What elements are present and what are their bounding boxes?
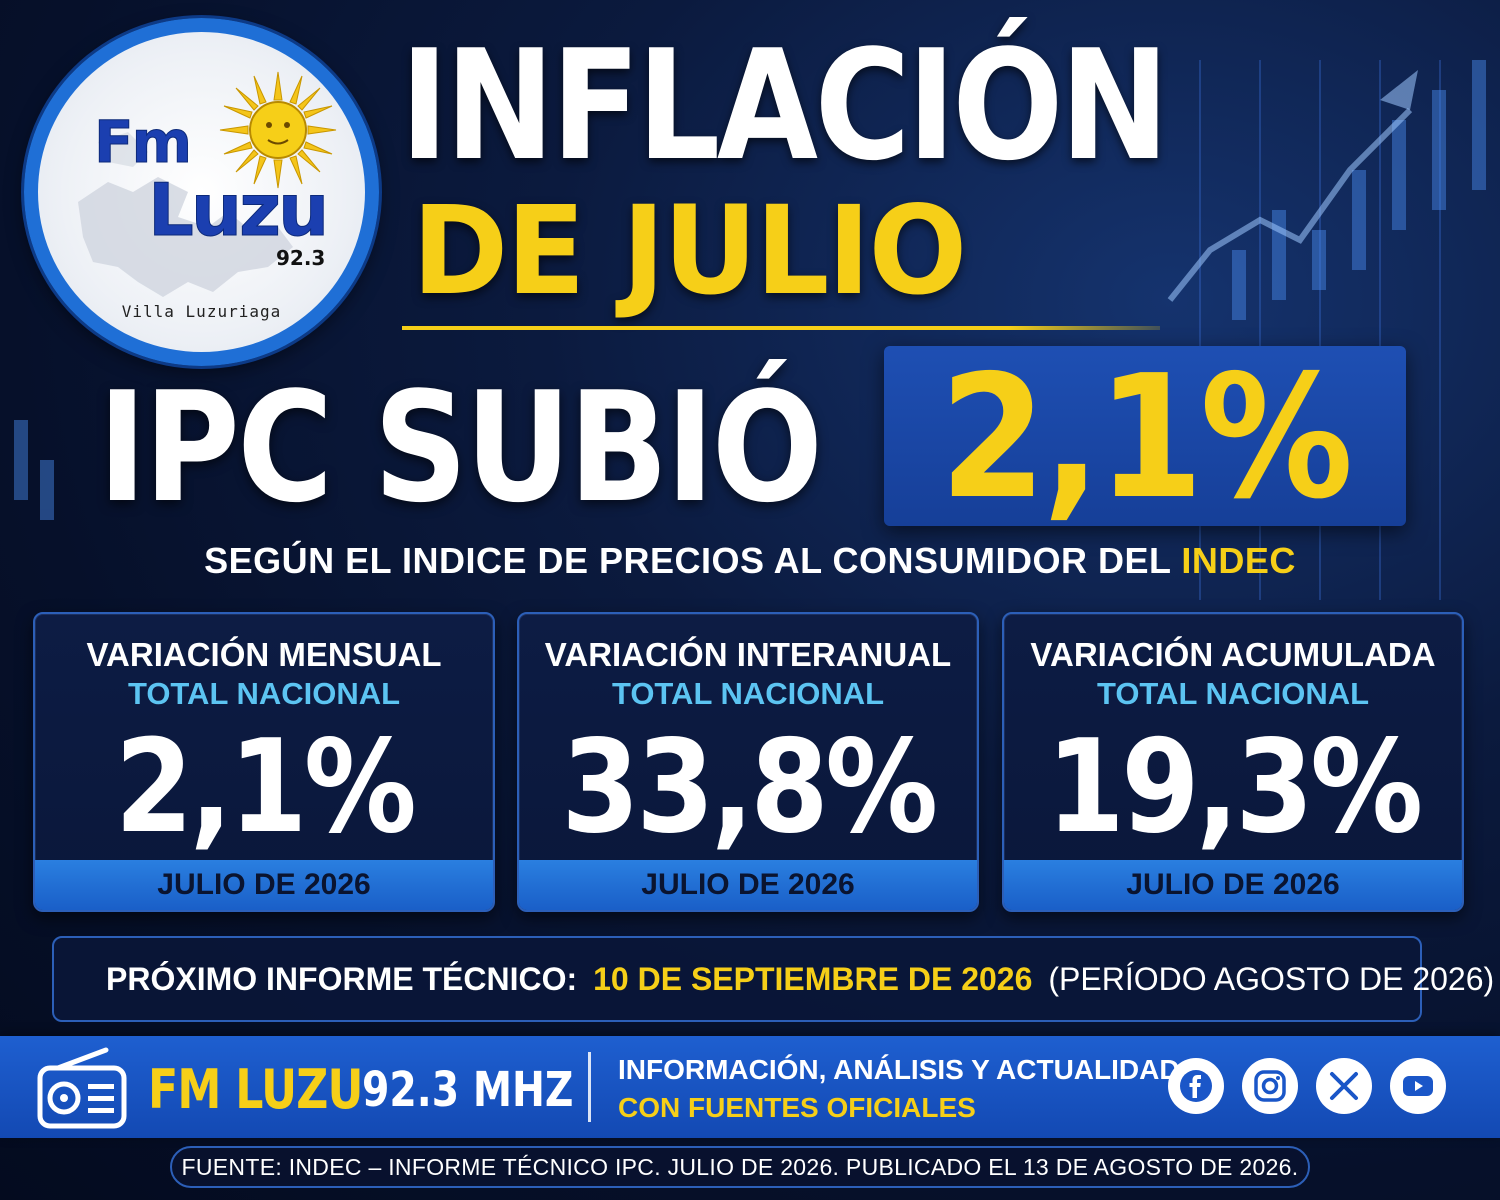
card-value: 2,1% bbox=[114, 713, 417, 862]
footer-divider bbox=[588, 1052, 591, 1122]
card-monthly: VARIACIÓN MENSUAL TOTAL NACIONAL 2,1% JU… bbox=[33, 612, 495, 912]
card-title: VARIACIÓN ACUMULADA bbox=[1030, 636, 1436, 673]
card-period: JULIO DE 2026 bbox=[35, 860, 493, 910]
islands-map-graphic bbox=[78, 132, 293, 297]
card-accumulated: VARIACIÓN ACUMULADA TOTAL NACIONAL 19,3%… bbox=[1002, 612, 1464, 912]
next-report-period: (PERÍODO AGOSTO DE 2026) bbox=[1048, 960, 1495, 997]
next-report-bar: PRÓXIMO INFORME TÉCNICO: 10 DE SEPTIEMBR… bbox=[52, 936, 1494, 1022]
x-icon[interactable] bbox=[1316, 1058, 1372, 1114]
logo-luzu-text: Luzu bbox=[147, 168, 329, 253]
footer-tagline-2: CON FUENTES OFICIALES bbox=[618, 1092, 976, 1123]
logo-fm-text: Fm bbox=[93, 108, 192, 177]
radio-icon bbox=[37, 1047, 127, 1129]
headline-line-1: INFLACIÓN bbox=[400, 17, 1169, 194]
subtitle: SEGÚN EL INDICE DE PRECIOS AL CONSUMIDOR… bbox=[0, 540, 1500, 582]
footer-frequency: 92.3 MHZ bbox=[362, 1062, 574, 1118]
logo-place: Villa Luzuriaga bbox=[121, 302, 282, 321]
subtitle-text: SEGÚN EL INDICE DE PRECIOS AL CONSUMIDOR… bbox=[204, 540, 1171, 581]
card-value: 19,3% bbox=[1046, 713, 1423, 862]
sun-of-may-icon bbox=[219, 71, 337, 189]
card-title: VARIACIÓN INTERANUAL bbox=[544, 636, 952, 673]
card-period: JULIO DE 2026 bbox=[1004, 860, 1462, 910]
card-subtitle: TOTAL NACIONAL bbox=[611, 676, 885, 711]
footer-tagline-1: INFORMACIÓN, ANÁLISIS Y ACTUALIDAD bbox=[618, 1054, 1180, 1085]
next-report-date: 10 DE SEPTIEMBRE DE 2026 bbox=[593, 960, 1033, 997]
youtube-icon[interactable] bbox=[1390, 1058, 1446, 1114]
facebook-icon[interactable] bbox=[1168, 1058, 1224, 1114]
card-yearly: VARIACIÓN INTERANUAL TOTAL NACIONAL 33,8… bbox=[517, 612, 979, 912]
footer-station-name: FM LUZU bbox=[148, 1058, 363, 1121]
footer-band: FM LUZU 92.3 MHZ INFORMACIÓN, ANÁLISIS Y… bbox=[0, 1036, 1500, 1138]
subtitle-highlight: INDEC bbox=[1181, 540, 1296, 581]
next-report-label: PRÓXIMO INFORME TÉCNICO: bbox=[106, 960, 578, 997]
source-note: FUENTE: INDEC – INFORME TÉCNICO IPC. JUL… bbox=[170, 1146, 1310, 1188]
card-value: 33,8% bbox=[561, 713, 938, 862]
headline-line-2: DE JULIO bbox=[412, 180, 967, 322]
instagram-icon[interactable] bbox=[1242, 1058, 1298, 1114]
gold-divider bbox=[402, 326, 1160, 330]
card-subtitle: TOTAL NACIONAL bbox=[127, 676, 401, 711]
card-subtitle: TOTAL NACIONAL bbox=[1096, 676, 1370, 711]
card-title: VARIACIÓN MENSUAL bbox=[86, 636, 442, 673]
ipc-label: IPC SUBIÓ bbox=[98, 359, 823, 536]
logo-frequency: 92.3 bbox=[276, 246, 326, 270]
card-period: JULIO DE 2026 bbox=[519, 860, 977, 910]
ipc-value-box: 2,1% bbox=[884, 346, 1406, 526]
station-logo: Fm Luzu 92.3 Villa Luzuriaga bbox=[24, 18, 379, 366]
ipc-value: 2,1% bbox=[940, 339, 1354, 537]
